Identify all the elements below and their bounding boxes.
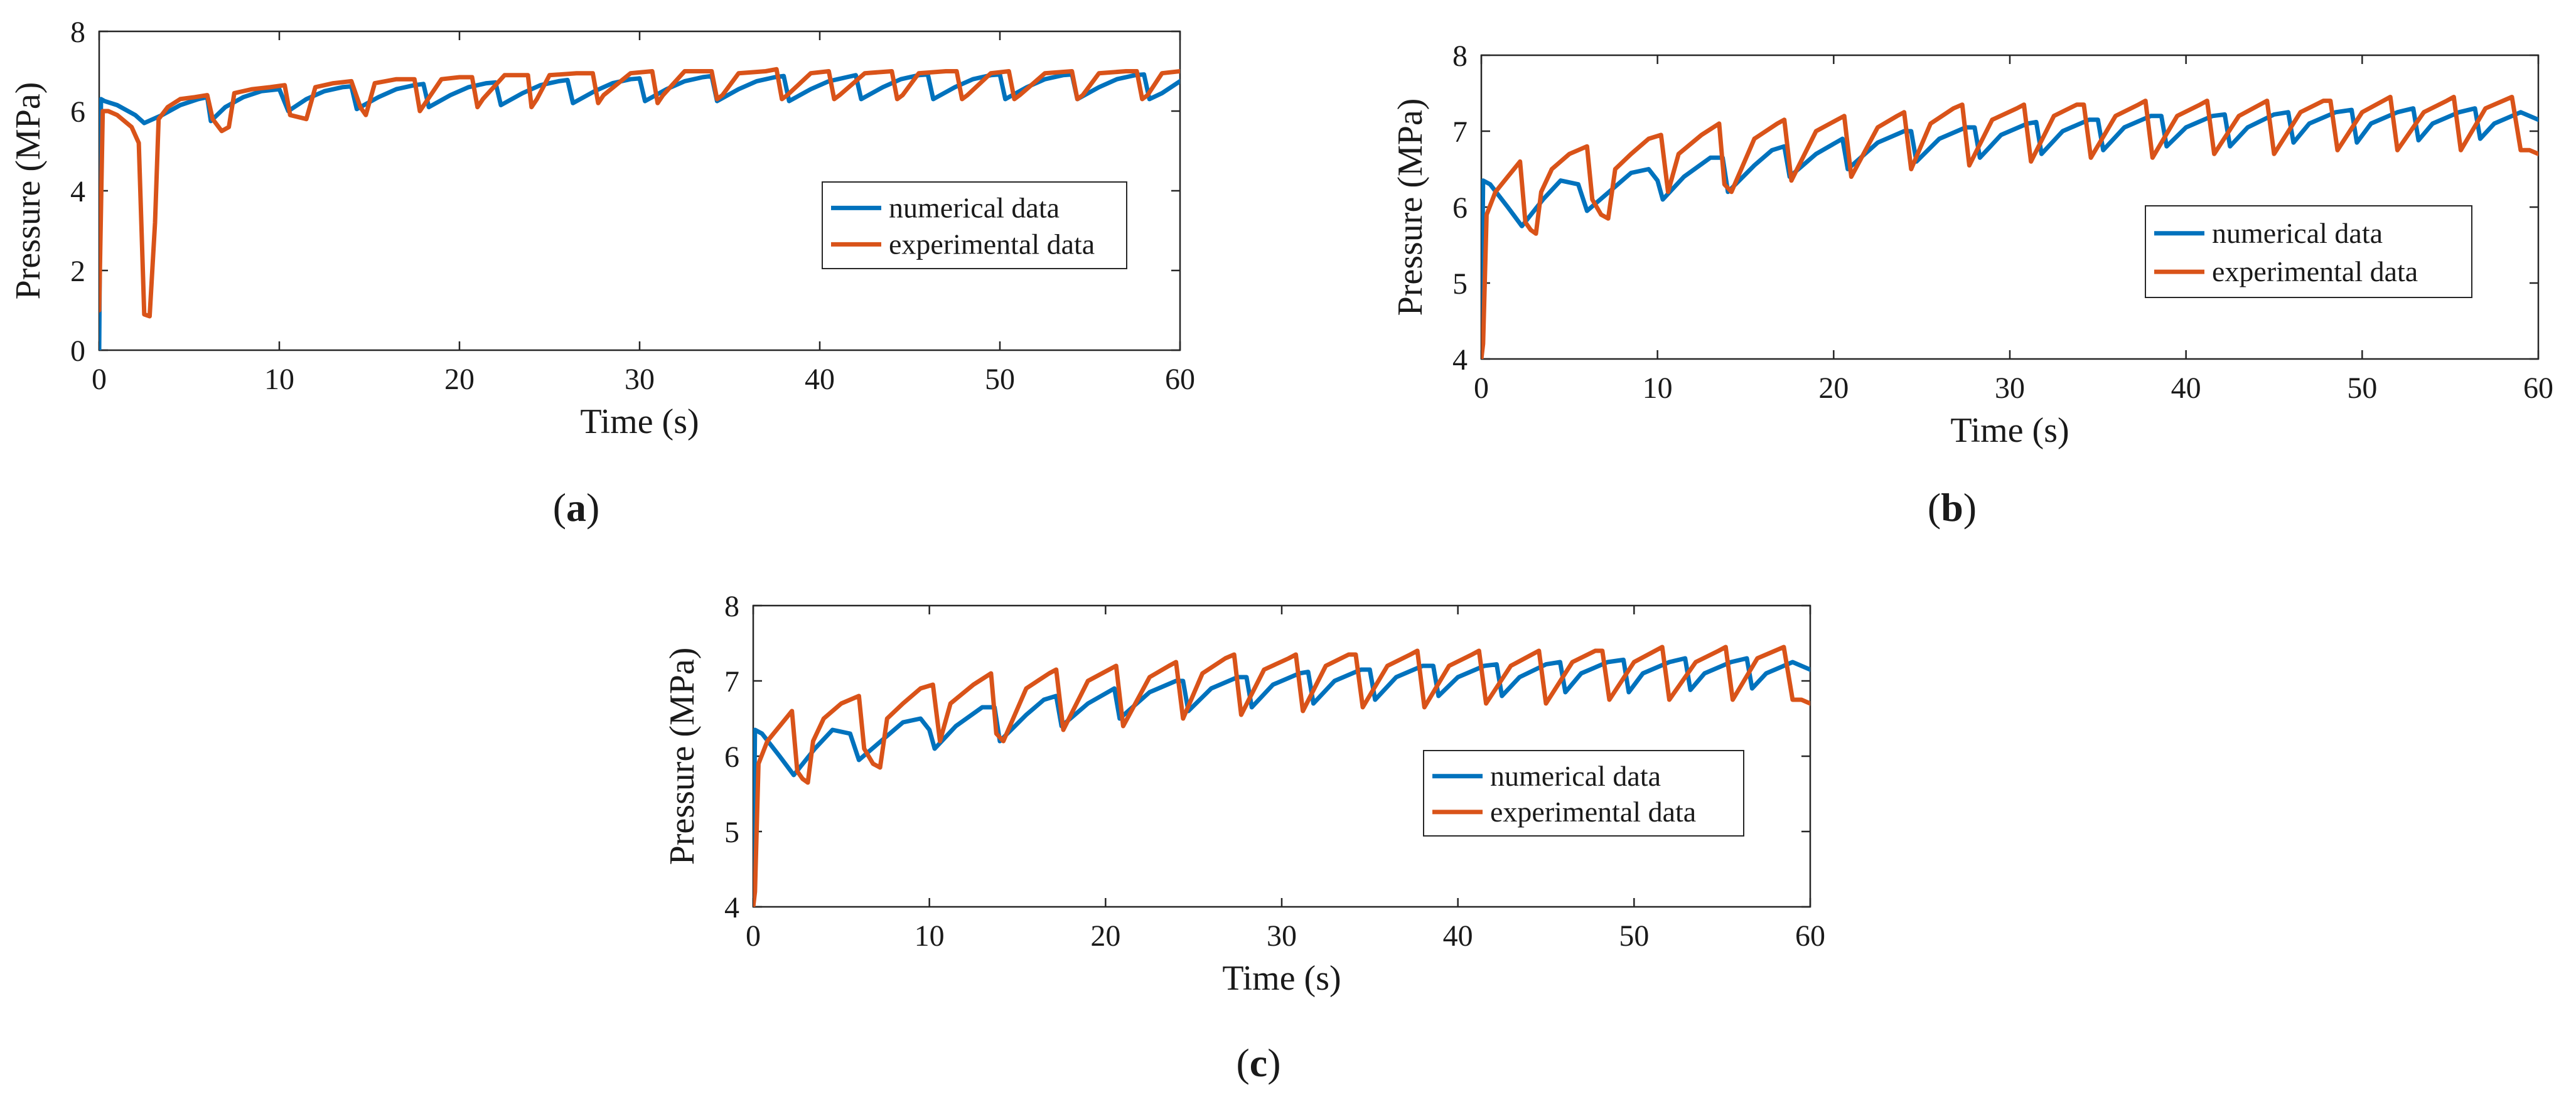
legend-label-experimental: experimental data: [2212, 255, 2418, 287]
y-tick-label: 8: [724, 590, 739, 623]
x-tick-label: 0: [1474, 372, 1489, 405]
x-tick-label: 40: [1443, 919, 1473, 953]
x-tick-label: 60: [1795, 919, 1825, 953]
series-line-numerical: [99, 72, 1180, 350]
x-tick-label: 10: [915, 919, 945, 953]
panel-c: 0 10 20 30 40 50 60 4 5 6 7 8 Time (s) Pressure (MPa)…: [663, 590, 1825, 998]
series-line-experimental: [99, 67, 1180, 319]
x-axis-label: Time (s): [1950, 411, 2069, 450]
y-tick-label: 5: [1452, 267, 1468, 301]
series-line-numerical: [753, 656, 1810, 907]
legend-label-numerical: numerical data: [889, 191, 1060, 223]
x-tick-label: 10: [1643, 372, 1673, 405]
y-tick-label: 7: [724, 665, 739, 698]
y-tick-label: 6: [1452, 191, 1468, 225]
x-tick-label: 20: [444, 363, 475, 396]
x-tick-label: 40: [805, 363, 835, 396]
y-tick-label: 5: [724, 816, 739, 849]
x-tick-label: 30: [625, 363, 655, 396]
x-tick-label: 40: [2171, 372, 2201, 405]
series-line-experimental: [1481, 95, 2538, 359]
x-tick-label: 0: [92, 363, 107, 396]
y-tick-label: 0: [70, 334, 85, 368]
y-tick-label: 4: [70, 175, 85, 208]
y-axis-label: Pressure (MPa): [9, 82, 48, 300]
panel-label-a: (a): [553, 485, 600, 530]
panel-label-b: (b): [1928, 485, 1977, 530]
y-tick-label: 8: [70, 16, 85, 49]
y-axis-label: Pressure (MPa): [663, 648, 702, 865]
x-tick-label: 50: [2347, 372, 2377, 405]
x-tick-label: 20: [1090, 919, 1120, 953]
series-line-experimental: [753, 645, 1810, 907]
y-tick-label: 6: [724, 741, 739, 774]
legend-label-numerical: numerical data: [2212, 217, 2383, 249]
x-tick-label: 0: [746, 919, 761, 953]
y-tick-label: 8: [1452, 40, 1468, 73]
legend-box: [822, 181, 1127, 269]
x-tick-label: 60: [1165, 363, 1195, 396]
legend-box: [2145, 205, 2472, 298]
legend-box: [1423, 750, 1744, 837]
y-tick-label: 2: [70, 255, 85, 288]
x-tick-label: 20: [1818, 372, 1849, 405]
x-tick-label: 30: [1995, 372, 2025, 405]
legend-label-numerical: numerical data: [1490, 760, 1661, 792]
panel-b: 0 10 20 30 40 50 60 4 5 6 7 8 Time (s) Pressure (MPa)…: [1391, 40, 2553, 450]
y-tick-label: 7: [1452, 115, 1468, 149]
x-tick-label: 10: [264, 363, 294, 396]
panel-label-c: (c): [1236, 1040, 1280, 1085]
legend-label-experimental: experimental data: [889, 228, 1095, 260]
x-tick-label: 60: [2523, 372, 2553, 405]
y-tick-label: 4: [1452, 343, 1468, 377]
x-tick-label: 50: [985, 363, 1015, 396]
panel-a: 0 10 20 30 40 50 60 0 2 4 6 8 Time (s) Pressure (MPa)…: [9, 16, 1195, 441]
series-line-numerical: [1481, 106, 2538, 359]
x-tick-label: 30: [1267, 919, 1297, 953]
y-tick-label: 4: [724, 891, 739, 924]
x-tick-label: 50: [1619, 919, 1649, 953]
legend-label-experimental: experimental data: [1490, 796, 1696, 828]
y-axis-label: Pressure (MPa): [1391, 99, 1430, 316]
x-axis-label: Time (s): [580, 402, 699, 441]
x-axis-label: Time (s): [1222, 959, 1341, 998]
y-tick-label: 6: [70, 95, 85, 129]
